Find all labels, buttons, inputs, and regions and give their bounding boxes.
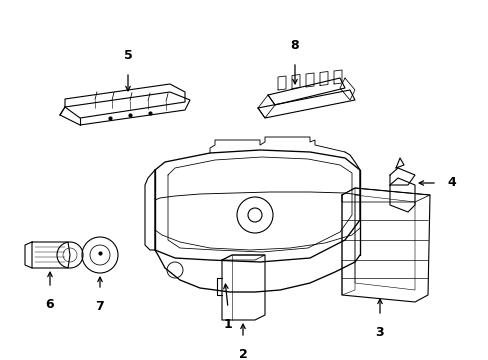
Text: 4: 4 [446,176,455,189]
Text: 7: 7 [96,300,104,313]
Text: 3: 3 [375,326,384,339]
Text: 5: 5 [123,49,132,62]
Text: 6: 6 [45,298,54,311]
Text: 1: 1 [223,318,232,331]
Text: 8: 8 [290,39,299,52]
Text: 2: 2 [238,348,247,360]
